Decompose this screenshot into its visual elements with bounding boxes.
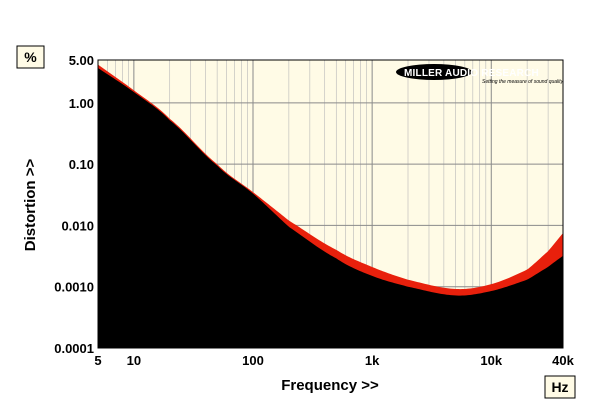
x-tick-label: 10k	[480, 353, 502, 368]
logo-name: MILLER AUDIO RESEARCH	[404, 68, 539, 79]
x-tick-label: 5	[94, 353, 101, 368]
series-layer	[98, 64, 563, 348]
x-tick-label: 10	[127, 353, 141, 368]
y-tick-label: 1.00	[69, 96, 94, 111]
x-unit-label: Hz	[551, 379, 568, 395]
y-unit-box	[16, 45, 45, 69]
y-axis-label: Distortion >>	[22, 159, 39, 252]
series-area-black	[98, 68, 563, 348]
x-tick-label: 1k	[365, 353, 380, 368]
y-tick-label: 0.010	[61, 218, 94, 233]
x-axis-label: Frequency >>	[281, 377, 379, 394]
y-tick-label: 0.10	[69, 157, 94, 172]
x-tick-labels: 5 10 100 1k 10k 40k	[94, 353, 574, 368]
y-tick-label: 5.00	[69, 53, 94, 68]
y-tick-label: 0.0010	[54, 280, 94, 295]
x-unit-box	[544, 375, 576, 399]
y-tick-labels: 5.00 1.00 0.10 0.010 0.0010 0.0001	[54, 53, 94, 356]
logo-tagline: Setting the measure of sound quality	[482, 79, 564, 85]
x-tick-label: 40k	[552, 353, 574, 368]
plot-frame	[97, 59, 564, 349]
y-tick-label: 0.0001	[54, 341, 94, 356]
miller-audio-research-logo: MILLER AUDIO RESEARCH Setting the measur…	[396, 64, 564, 85]
x-tick-label: 100	[242, 353, 264, 368]
y-unit-label: %	[24, 49, 37, 65]
